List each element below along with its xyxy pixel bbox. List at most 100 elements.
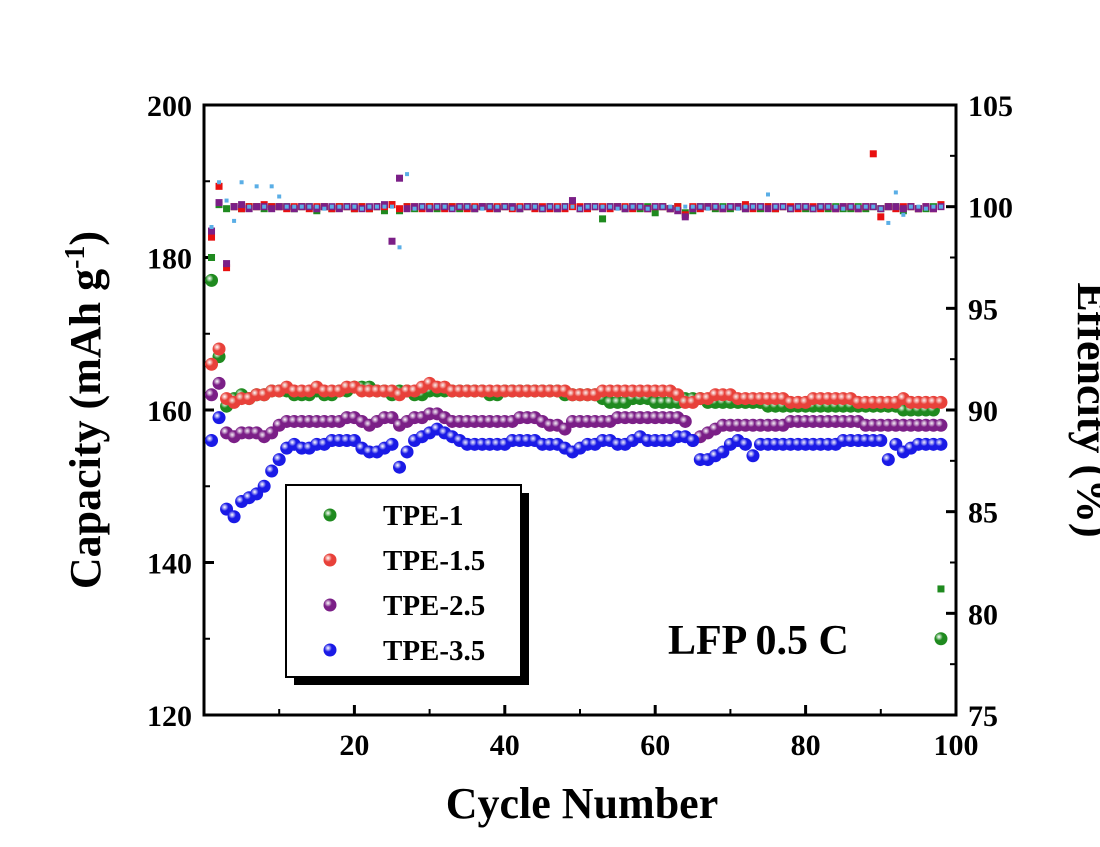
efficiency-point-tpe-2_5 <box>493 205 501 213</box>
efficiency-point-tpe-3_5 <box>239 180 244 185</box>
efficiency-point-tpe-3_5 <box>728 204 733 209</box>
capacity-point-tpe-3_5 <box>393 460 407 474</box>
efficiency-point-tpe-3_5 <box>901 212 906 217</box>
y-left-tick-label: 140 <box>147 548 192 581</box>
efficiency-point-tpe-3_5 <box>269 184 274 189</box>
y-right-tick-label: 80 <box>968 598 998 631</box>
capacity-point-tpe-3_5 <box>257 479 271 493</box>
capacity-point-tpe-2_5 <box>205 388 219 402</box>
capacity-point-tpe-1 <box>934 632 948 646</box>
efficiency-point-tpe-3_5 <box>329 204 334 209</box>
efficiency-point-tpe-2_5 <box>884 203 892 211</box>
efficiency-point-tpe-3_5 <box>698 204 703 209</box>
efficiency-point-tpe-2_5 <box>764 205 772 213</box>
x-tick-label: 20 <box>339 729 369 762</box>
efficiency-point-tpe-3_5 <box>562 204 567 209</box>
legend-marker <box>323 643 337 657</box>
x-tick-label: 40 <box>490 729 520 762</box>
efficiency-point-tpe-3_5 <box>420 204 425 209</box>
efficiency-point-tpe-2_5 <box>621 205 629 213</box>
efficiency-point-tpe-3_5 <box>487 204 492 209</box>
efficiency-point-tpe-3_5 <box>886 220 891 225</box>
efficiency-point-tpe-1_5 <box>396 205 404 213</box>
efficiency-point-tpe-3_5 <box>247 204 252 209</box>
efficiency-point-tpe-3_5 <box>472 204 477 209</box>
efficiency-point-tpe-2_5 <box>516 205 524 213</box>
efficiency-point-tpe-1 <box>223 205 231 213</box>
capacity-point-tpe-3_5 <box>881 453 895 467</box>
efficiency-point-tpe-3_5 <box>743 204 748 209</box>
efficiency-point-tpe-2_5 <box>892 203 900 211</box>
y-right-tick-label: 75 <box>968 700 998 733</box>
efficiency-point-tpe-3_5 <box>713 204 718 209</box>
efficiency-point-tpe-2_5 <box>666 205 674 213</box>
efficiency-point-tpe-3_5 <box>735 206 740 211</box>
efficiency-point-tpe-1_5 <box>215 182 223 190</box>
x-axis-title: Cycle Number <box>446 779 719 828</box>
efficiency-point-tpe-1_5 <box>388 201 396 209</box>
efficiency-point-tpe-3_5 <box>374 204 379 209</box>
efficiency-point-tpe-3_5 <box>773 204 778 209</box>
efficiency-point-tpe-2_5 <box>396 174 404 182</box>
efficiency-point-tpe-2_5 <box>275 203 283 211</box>
efficiency-point-tpe-2_5 <box>553 205 561 213</box>
capacity-point-tpe-3_5 <box>400 445 414 459</box>
efficiency-point-tpe-1 <box>599 215 607 223</box>
efficiency-point-tpe-3_5 <box>262 204 267 209</box>
efficiency-point-tpe-2_5 <box>704 203 712 211</box>
y-right-tick-label: 90 <box>968 395 998 428</box>
efficiency-point-tpe-3_5 <box>871 204 876 209</box>
efficiency-point-tpe-3_5 <box>938 204 943 209</box>
efficiency-point-tpe-2_5 <box>681 213 689 221</box>
efficiency-point-tpe-3_5 <box>495 204 500 209</box>
y-right-tick-label: 105 <box>968 90 1013 123</box>
efficiency-point-tpe-3_5 <box>923 206 928 211</box>
efficiency-point-tpe-3_5 <box>645 206 650 211</box>
efficiency-point-tpe-3_5 <box>224 198 229 203</box>
efficiency-point-tpe-3_5 <box>367 204 372 209</box>
efficiency-point-tpe-3_5 <box>299 204 304 209</box>
y-right-tick-label: 100 <box>968 192 1013 225</box>
efficiency-point-tpe-3_5 <box>547 204 552 209</box>
efficiency-point-tpe-3_5 <box>781 204 786 209</box>
y-left-tick-label: 180 <box>147 243 192 276</box>
efficiency-point-tpe-3_5 <box>683 204 688 209</box>
efficiency-point-tpe-1_5 <box>869 150 877 158</box>
efficiency-point-tpe-2_5 <box>223 260 231 268</box>
efficiency-point-tpe-3_5 <box>803 204 808 209</box>
efficiency-point-tpe-3_5 <box>796 204 801 209</box>
efficiency-point-tpe-3_5 <box>517 204 522 209</box>
capacity-point-tpe-2_5 <box>934 418 948 432</box>
efficiency-point-tpe-2_5 <box>508 203 516 211</box>
efficiency-point-tpe-2_5 <box>215 199 223 207</box>
efficiency-point-tpe-3_5 <box>578 206 582 211</box>
efficiency-point-tpe-3_5 <box>442 204 447 209</box>
efficiency-point-tpe-3_5 <box>908 204 913 209</box>
legend: TPE-1 TPE-1.5 TPE-2.5 TPE-3.5 <box>285 484 529 685</box>
capacity-point-tpe-1_5 <box>934 395 948 409</box>
efficiency-point-tpe-1_5 <box>877 213 885 221</box>
capacity-point-tpe-1_5 <box>212 342 226 356</box>
legend-label: TPE-1 <box>383 500 464 532</box>
efficiency-point-tpe-3_5 <box>878 206 883 211</box>
efficiency-point-tpe-3_5 <box>217 180 222 185</box>
efficiency-point-tpe-3_5 <box>841 206 846 211</box>
efficiency-point-tpe-1 <box>208 254 216 261</box>
efficiency-point-tpe-2_5 <box>854 205 862 213</box>
efficiency-point-tpe-2_5 <box>268 205 276 213</box>
efficiency-point-tpe-2_5 <box>922 203 930 211</box>
efficiency-point-tpe-3_5 <box>818 204 823 209</box>
y-axis-right-title: Effencity (%) <box>1068 282 1100 537</box>
efficiency-point-tpe-3_5 <box>766 192 770 197</box>
legend-marker <box>323 508 337 522</box>
efficiency-point-tpe-2_5 <box>719 205 727 213</box>
efficiency-point-tpe-3_5 <box>540 206 545 211</box>
efficiency-point-tpe-2_5 <box>245 205 253 213</box>
efficiency-point-tpe-3_5 <box>382 204 387 209</box>
legend-label: TPE-3.5 <box>383 635 485 667</box>
capacity-point-tpe-1 <box>205 273 219 287</box>
efficiency-point-tpe-3_5 <box>863 204 868 209</box>
efficiency-point-tpe-1 <box>380 207 388 215</box>
legend-label: TPE-1.5 <box>383 545 485 577</box>
